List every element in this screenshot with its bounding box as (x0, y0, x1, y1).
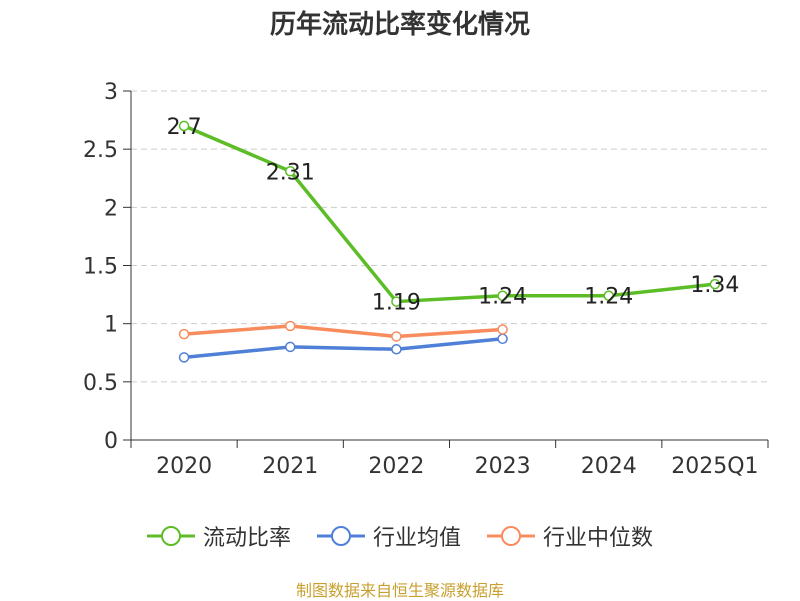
data-point (178, 120, 190, 132)
data-label: 2.31 (266, 160, 315, 185)
legend-swatch-icon (316, 526, 365, 546)
legend-item[interactable]: 流动比率 (146, 520, 291, 552)
legend: 流动比率 行业均值 行业中位数 (0, 520, 800, 552)
series-line (183, 337, 503, 360)
grid-lines (131, 90, 768, 383)
legend-label: 行业均值 (372, 526, 461, 551)
chart-title: 历年流动比率变化情况 (269, 10, 530, 40)
data-point (178, 328, 190, 340)
data-label: 1.19 (372, 291, 421, 316)
y-tick-label: 1.5 (83, 255, 118, 280)
y-tick-label: 2 (104, 196, 118, 221)
y-tick-label: 1 (104, 313, 118, 338)
x-tick-label: 2023 (475, 454, 531, 479)
legend-marker (330, 526, 351, 546)
legend-swatch-icon (487, 526, 535, 546)
data-point (391, 296, 402, 307)
x-tick-label: 2021 (262, 454, 318, 479)
data-point (497, 290, 508, 301)
source-note: 制图数据来自恒生聚源数据库 (295, 581, 504, 600)
legend-label: 流动比率 (202, 526, 291, 551)
y-tick-label: 0.5 (83, 371, 118, 396)
data-label: 1.34 (690, 273, 739, 298)
data-point (391, 344, 402, 355)
x-tick-label: 2022 (368, 454, 424, 479)
legend-item[interactable]: 行业均值 (316, 520, 461, 552)
y-tick-label: 3 (104, 80, 118, 105)
y-tick-label: 0 (104, 429, 118, 454)
x-tick-label: 2024 (581, 454, 637, 479)
data-point (285, 320, 296, 332)
legend-marker (501, 526, 521, 546)
legend-item[interactable]: 行业中位数 (487, 520, 653, 552)
legend-swatch-icon (146, 526, 195, 546)
data-point (709, 278, 721, 290)
series-line (183, 324, 503, 339)
data-point (497, 333, 508, 345)
legend-marker (160, 526, 181, 546)
axes: 0 0.5 1 1.5 2 2.5 3 2020 2021 2022 2023 2024 2025Q1 (83, 80, 769, 479)
data-labels: 2.7 2.31 1.19 1.24 1.24 1.34 (167, 115, 740, 316)
data-label: 1.24 (584, 285, 633, 310)
data-point (603, 290, 614, 301)
legend-label: 行业中位数 (543, 526, 654, 551)
data-label: 1.24 (478, 285, 527, 310)
series-lines (178, 120, 721, 363)
data-point (497, 324, 508, 335)
data-point (285, 341, 296, 353)
data-label: 2.7 (167, 115, 202, 140)
data-point (391, 331, 402, 342)
data-point (285, 166, 296, 177)
x-tick-label: 2025Q1 (671, 454, 758, 479)
series-line (183, 124, 716, 304)
y-tick-label: 2.5 (83, 138, 118, 163)
x-tick-label: 2020 (156, 454, 212, 479)
data-point (178, 352, 190, 363)
